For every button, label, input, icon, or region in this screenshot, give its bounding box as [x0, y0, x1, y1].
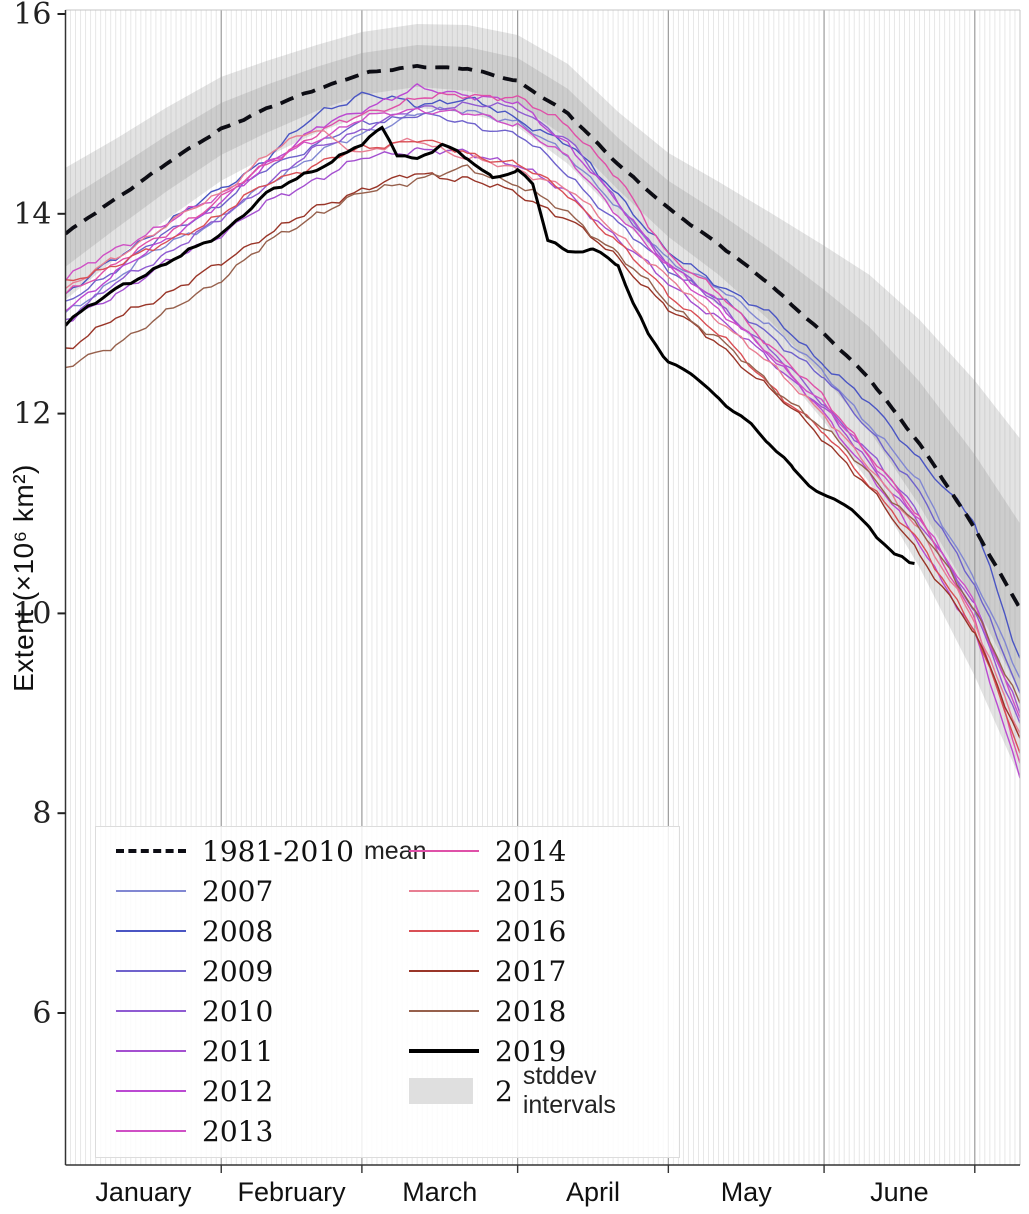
legend-label: 2017: [495, 954, 567, 988]
y-tick-label: 8: [32, 796, 51, 831]
month-label-may: May: [721, 1177, 773, 1207]
legend-swatch-2017: [409, 970, 479, 972]
stddev-band-inner: [65, 45, 1020, 694]
legend-swatch-stddev: [409, 1078, 473, 1104]
line-2018: [65, 164, 1020, 704]
legend-label: 1981-2010: [202, 834, 354, 868]
line-2011: [65, 147, 1020, 714]
y-tick-label: 6: [32, 996, 51, 1031]
legend-item-2019: 2019: [409, 1034, 566, 1068]
legend-swatch-2009: [116, 970, 186, 972]
legend-item-2009: 2009: [116, 954, 273, 988]
line-1981-2010-mean: [65, 63, 1020, 610]
legend-swatch-2008: [116, 930, 186, 932]
legend-item-stddev-intervals: 2 stddev intervals: [409, 1062, 679, 1119]
legend: 1981-2010 mean 2007 2008 2009 2010 2011 2012 201…: [95, 826, 680, 1158]
legend-item-2016: 2016: [409, 914, 566, 948]
month-label-april: April: [566, 1177, 620, 1207]
legend-swatch-2018: [409, 1010, 479, 1012]
legend-label: 2013: [202, 1114, 274, 1148]
y-tick-label: 14: [13, 197, 51, 232]
legend-swatch-2010: [116, 1010, 186, 1012]
y-tick-label: 16: [13, 0, 51, 32]
legend-label: 2019: [495, 1034, 567, 1068]
legend-label: 2009: [202, 954, 274, 988]
line-2019: [65, 125, 915, 565]
legend-item-2007: 2007: [116, 874, 273, 908]
line-2014: [65, 91, 1020, 764]
legend-item-2015: 2015: [409, 874, 566, 908]
month-label-january: January: [95, 1177, 192, 1207]
legend-item-2012: 2012: [116, 1074, 273, 1108]
line-2015: [65, 130, 1020, 734]
month-label-june: June: [870, 1177, 929, 1207]
legend-label: 2016: [495, 914, 567, 948]
legend-item-1981-2010-mean: 1981-2010 mean: [116, 834, 427, 868]
legend-swatch-mean: [116, 849, 186, 853]
legend-label: 2010: [202, 994, 274, 1028]
legend-item-2013: 2013: [116, 1114, 273, 1148]
legend-swatch-2016: [409, 930, 479, 932]
line-2009: [65, 112, 1020, 694]
stddev-band-outer: [65, 24, 1020, 779]
y-axis-label: Extent (×10⁶ km²): [8, 464, 39, 692]
legend-label: 2014: [495, 834, 567, 868]
legend-item-2017: 2017: [409, 954, 566, 988]
legend-swatch-2012: [116, 1090, 186, 1092]
legend-swatch-2013: [116, 1130, 186, 1132]
line-2016: [65, 139, 1020, 754]
line-2017: [65, 172, 1020, 739]
legend-item-2014: 2014: [409, 834, 566, 868]
legend-item-2008: 2008: [116, 914, 273, 948]
legend-label: 2011: [202, 1034, 274, 1068]
y-tick-label: 10: [13, 596, 51, 631]
month-label-february: February: [238, 1177, 347, 1207]
legend-label: 2015: [495, 874, 567, 908]
legend-label: 2008: [202, 914, 274, 948]
legend-swatch-2014: [409, 850, 479, 852]
legend-label: 2007: [202, 874, 274, 908]
legend-label: 2: [495, 1074, 513, 1108]
y-tick-label: 12: [13, 397, 51, 432]
legend-label-suffix: stddev intervals: [522, 1062, 616, 1119]
legend-item-2018: 2018: [409, 994, 566, 1028]
legend-swatch-2011: [116, 1050, 186, 1052]
legend-swatch-2019: [409, 1049, 479, 1053]
line-2008: [65, 91, 1020, 659]
legend-label: 2012: [202, 1074, 274, 1108]
legend-swatch-2015: [409, 890, 479, 892]
legend-label: 2018: [495, 994, 567, 1028]
line-2012: [65, 83, 1020, 779]
legend-item-2011: 2011: [116, 1034, 273, 1068]
legend-swatch-2007: [116, 890, 186, 892]
legend-item-2010: 2010: [116, 994, 273, 1028]
month-label-march: March: [402, 1177, 477, 1207]
